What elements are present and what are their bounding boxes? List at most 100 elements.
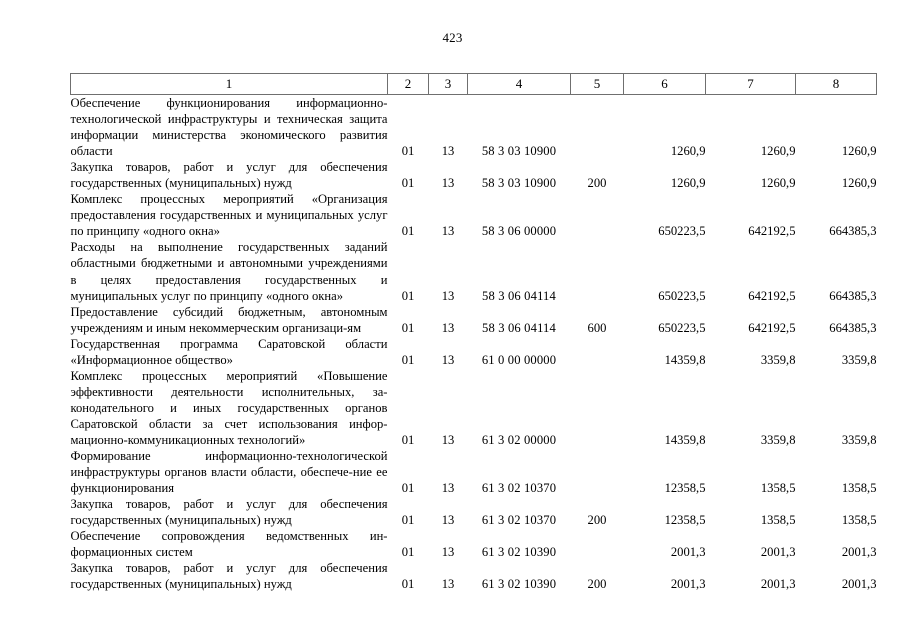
row-amount-year-1: 650223,5 <box>658 224 706 239</box>
row-subsection-code: 13 <box>441 224 455 239</box>
table-header-row: 1 2 3 4 5 6 7 8 <box>70 73 877 95</box>
page-number: 423 <box>442 30 463 45</box>
column-header-2: 2 <box>387 73 429 95</box>
row-amount-year-3: 2001,3 <box>841 577 877 592</box>
budget-table: 1 2 3 4 5 6 7 8 Обеспечение функциониров… <box>70 73 877 592</box>
column-header-3: 3 <box>428 73 468 95</box>
row-amount-year-2: 3359,8 <box>760 432 796 447</box>
row-amount-year-1: 1260,9 <box>670 144 706 159</box>
row-expense-type-code: 200 <box>587 577 607 592</box>
row-amount-year-2: 2001,3 <box>760 577 796 592</box>
row-description: Государственная программа Саратовской об… <box>71 336 388 368</box>
row-target-code: 61 0 00 00000 <box>481 352 557 367</box>
row-target-code: 61 3 02 00000 <box>481 432 557 447</box>
row-amount-year-3: 1358,5 <box>841 481 877 496</box>
row-target-code: 58 3 06 00000 <box>481 224 557 239</box>
row-amount-year-1: 1260,9 <box>670 176 706 191</box>
budget-table-container: 1 2 3 4 5 6 7 8 Обеспечение функциониров… <box>70 73 877 592</box>
row-description-text: Закупка товаров, работ и услуг для обесп… <box>70 561 388 592</box>
row-description-text: Закупка товаров, работ и услуг для обесп… <box>70 160 388 191</box>
row-description-text: Закупка товаров, работ и услуг для обесп… <box>70 497 388 528</box>
row-expense-type-code <box>571 239 624 303</box>
row-target-code: 61 3 02 10370 <box>481 481 557 496</box>
row-description: Закупка товаров, работ и услуг для обесп… <box>71 159 388 191</box>
row-subsection-code: 13 <box>441 481 455 496</box>
row-target-code: 58 3 03 10900 <box>481 176 557 191</box>
column-header-1: 1 <box>70 73 388 95</box>
row-amount-year-3: 1358,5 <box>841 513 877 528</box>
row-subsection-code: 13 <box>441 545 455 560</box>
row-description: Предоставление субсидий бюджетным, автон… <box>71 304 388 336</box>
row-amount-year-3: 664385,3 <box>829 288 877 303</box>
table-body: Обеспечение функционирования информацион… <box>71 95 877 593</box>
row-description: Закупка товаров, работ и услуг для обесп… <box>71 560 388 592</box>
row-description-text: Комплекс процессных мероприятий «Организ… <box>70 192 388 239</box>
row-expense-type-code <box>571 95 624 160</box>
row-expense-type-code <box>571 191 624 239</box>
row-description: Формирование информационно-технологическ… <box>71 448 388 496</box>
table-row: Предоставление субсидий бюджетным, автон… <box>71 304 877 336</box>
row-amount-year-1: 14359,8 <box>664 352 706 367</box>
row-amount-year-1: 12358,5 <box>664 513 706 528</box>
row-expense-type-code <box>571 368 624 448</box>
row-description: Комплекс процессных мероприятий «Организ… <box>71 191 388 239</box>
row-amount-year-3: 664385,3 <box>829 320 877 335</box>
row-amount-year-2: 642192,5 <box>748 320 796 335</box>
row-amount-year-3: 1260,9 <box>841 144 877 159</box>
row-amount-year-1: 14359,8 <box>664 432 706 447</box>
row-description-text: Комплекс процессных мероприятий «Повышен… <box>70 368 388 447</box>
row-description: Расходы на выполнение государственных за… <box>71 239 388 303</box>
row-description-text: Формирование информационно-технологическ… <box>70 449 388 496</box>
row-amount-year-1: 650223,5 <box>658 320 706 335</box>
row-description: Обеспечение сопровождения ведомственных … <box>71 528 388 560</box>
row-subsection-code: 13 <box>441 176 455 191</box>
table-row: Комплекс процессных мероприятий «Организ… <box>71 191 877 239</box>
row-target-code: 58 3 03 10900 <box>481 144 557 159</box>
table-row: Закупка товаров, работ и услуг для обесп… <box>71 496 877 528</box>
row-expense-type-code: 200 <box>587 176 607 191</box>
row-subsection-code: 13 <box>441 288 455 303</box>
row-target-code: 61 3 02 10390 <box>481 545 557 560</box>
row-target-code: 58 3 06 04114 <box>482 288 556 303</box>
column-header-8: 8 <box>795 73 877 95</box>
row-description-text: Государственная программа Саратовской об… <box>70 336 388 367</box>
row-amount-year-3: 2001,3 <box>841 545 877 560</box>
row-target-code: 61 3 02 10370 <box>481 513 557 528</box>
row-description-text: Обеспечение сопровождения ведомственных … <box>70 529 388 560</box>
row-amount-year-3: 3359,8 <box>841 352 877 367</box>
row-amount-year-1: 650223,5 <box>658 288 706 303</box>
row-expense-type-code: 600 <box>587 320 607 335</box>
table-row: Комплекс процессных мероприятий «Повышен… <box>71 368 877 448</box>
row-section-code: 01 <box>401 288 415 303</box>
table-row: Формирование информационно-технологическ… <box>71 448 877 496</box>
row-section-code: 01 <box>401 432 415 447</box>
row-section-code: 01 <box>401 481 415 496</box>
row-description: Комплекс процессных мероприятий «Повышен… <box>71 368 388 448</box>
row-amount-year-2: 642192,5 <box>748 224 796 239</box>
row-subsection-code: 13 <box>441 320 455 335</box>
table-row: Расходы на выполнение государственных за… <box>71 239 877 303</box>
table-row: Обеспечение сопровождения ведомственных … <box>71 528 877 560</box>
row-subsection-code: 13 <box>441 577 455 592</box>
row-section-code: 01 <box>401 320 415 335</box>
row-amount-year-1: 2001,3 <box>670 577 706 592</box>
row-expense-type-code <box>571 448 624 496</box>
row-description: Закупка товаров, работ и услуг для обесп… <box>71 496 388 528</box>
row-amount-year-2: 3359,8 <box>760 352 796 367</box>
row-amount-year-2: 1260,9 <box>760 176 796 191</box>
row-amount-year-2: 642192,5 <box>748 288 796 303</box>
row-subsection-code: 13 <box>441 432 455 447</box>
row-description-text: Расходы на выполнение государственных за… <box>70 240 388 303</box>
row-section-code: 01 <box>401 176 415 191</box>
row-amount-year-1: 2001,3 <box>670 545 706 560</box>
row-amount-year-3: 1260,9 <box>841 176 877 191</box>
row-description-text: Предоставление субсидий бюджетным, автон… <box>70 304 388 335</box>
row-section-code: 01 <box>401 545 415 560</box>
row-amount-year-2: 1260,9 <box>760 144 796 159</box>
row-subsection-code: 13 <box>441 513 455 528</box>
row-amount-year-2: 2001,3 <box>760 545 796 560</box>
row-amount-year-2: 1358,5 <box>760 513 796 528</box>
row-section-code: 01 <box>401 352 415 367</box>
table-row: Обеспечение функционирования информацион… <box>71 95 877 160</box>
row-subsection-code: 13 <box>441 144 455 159</box>
